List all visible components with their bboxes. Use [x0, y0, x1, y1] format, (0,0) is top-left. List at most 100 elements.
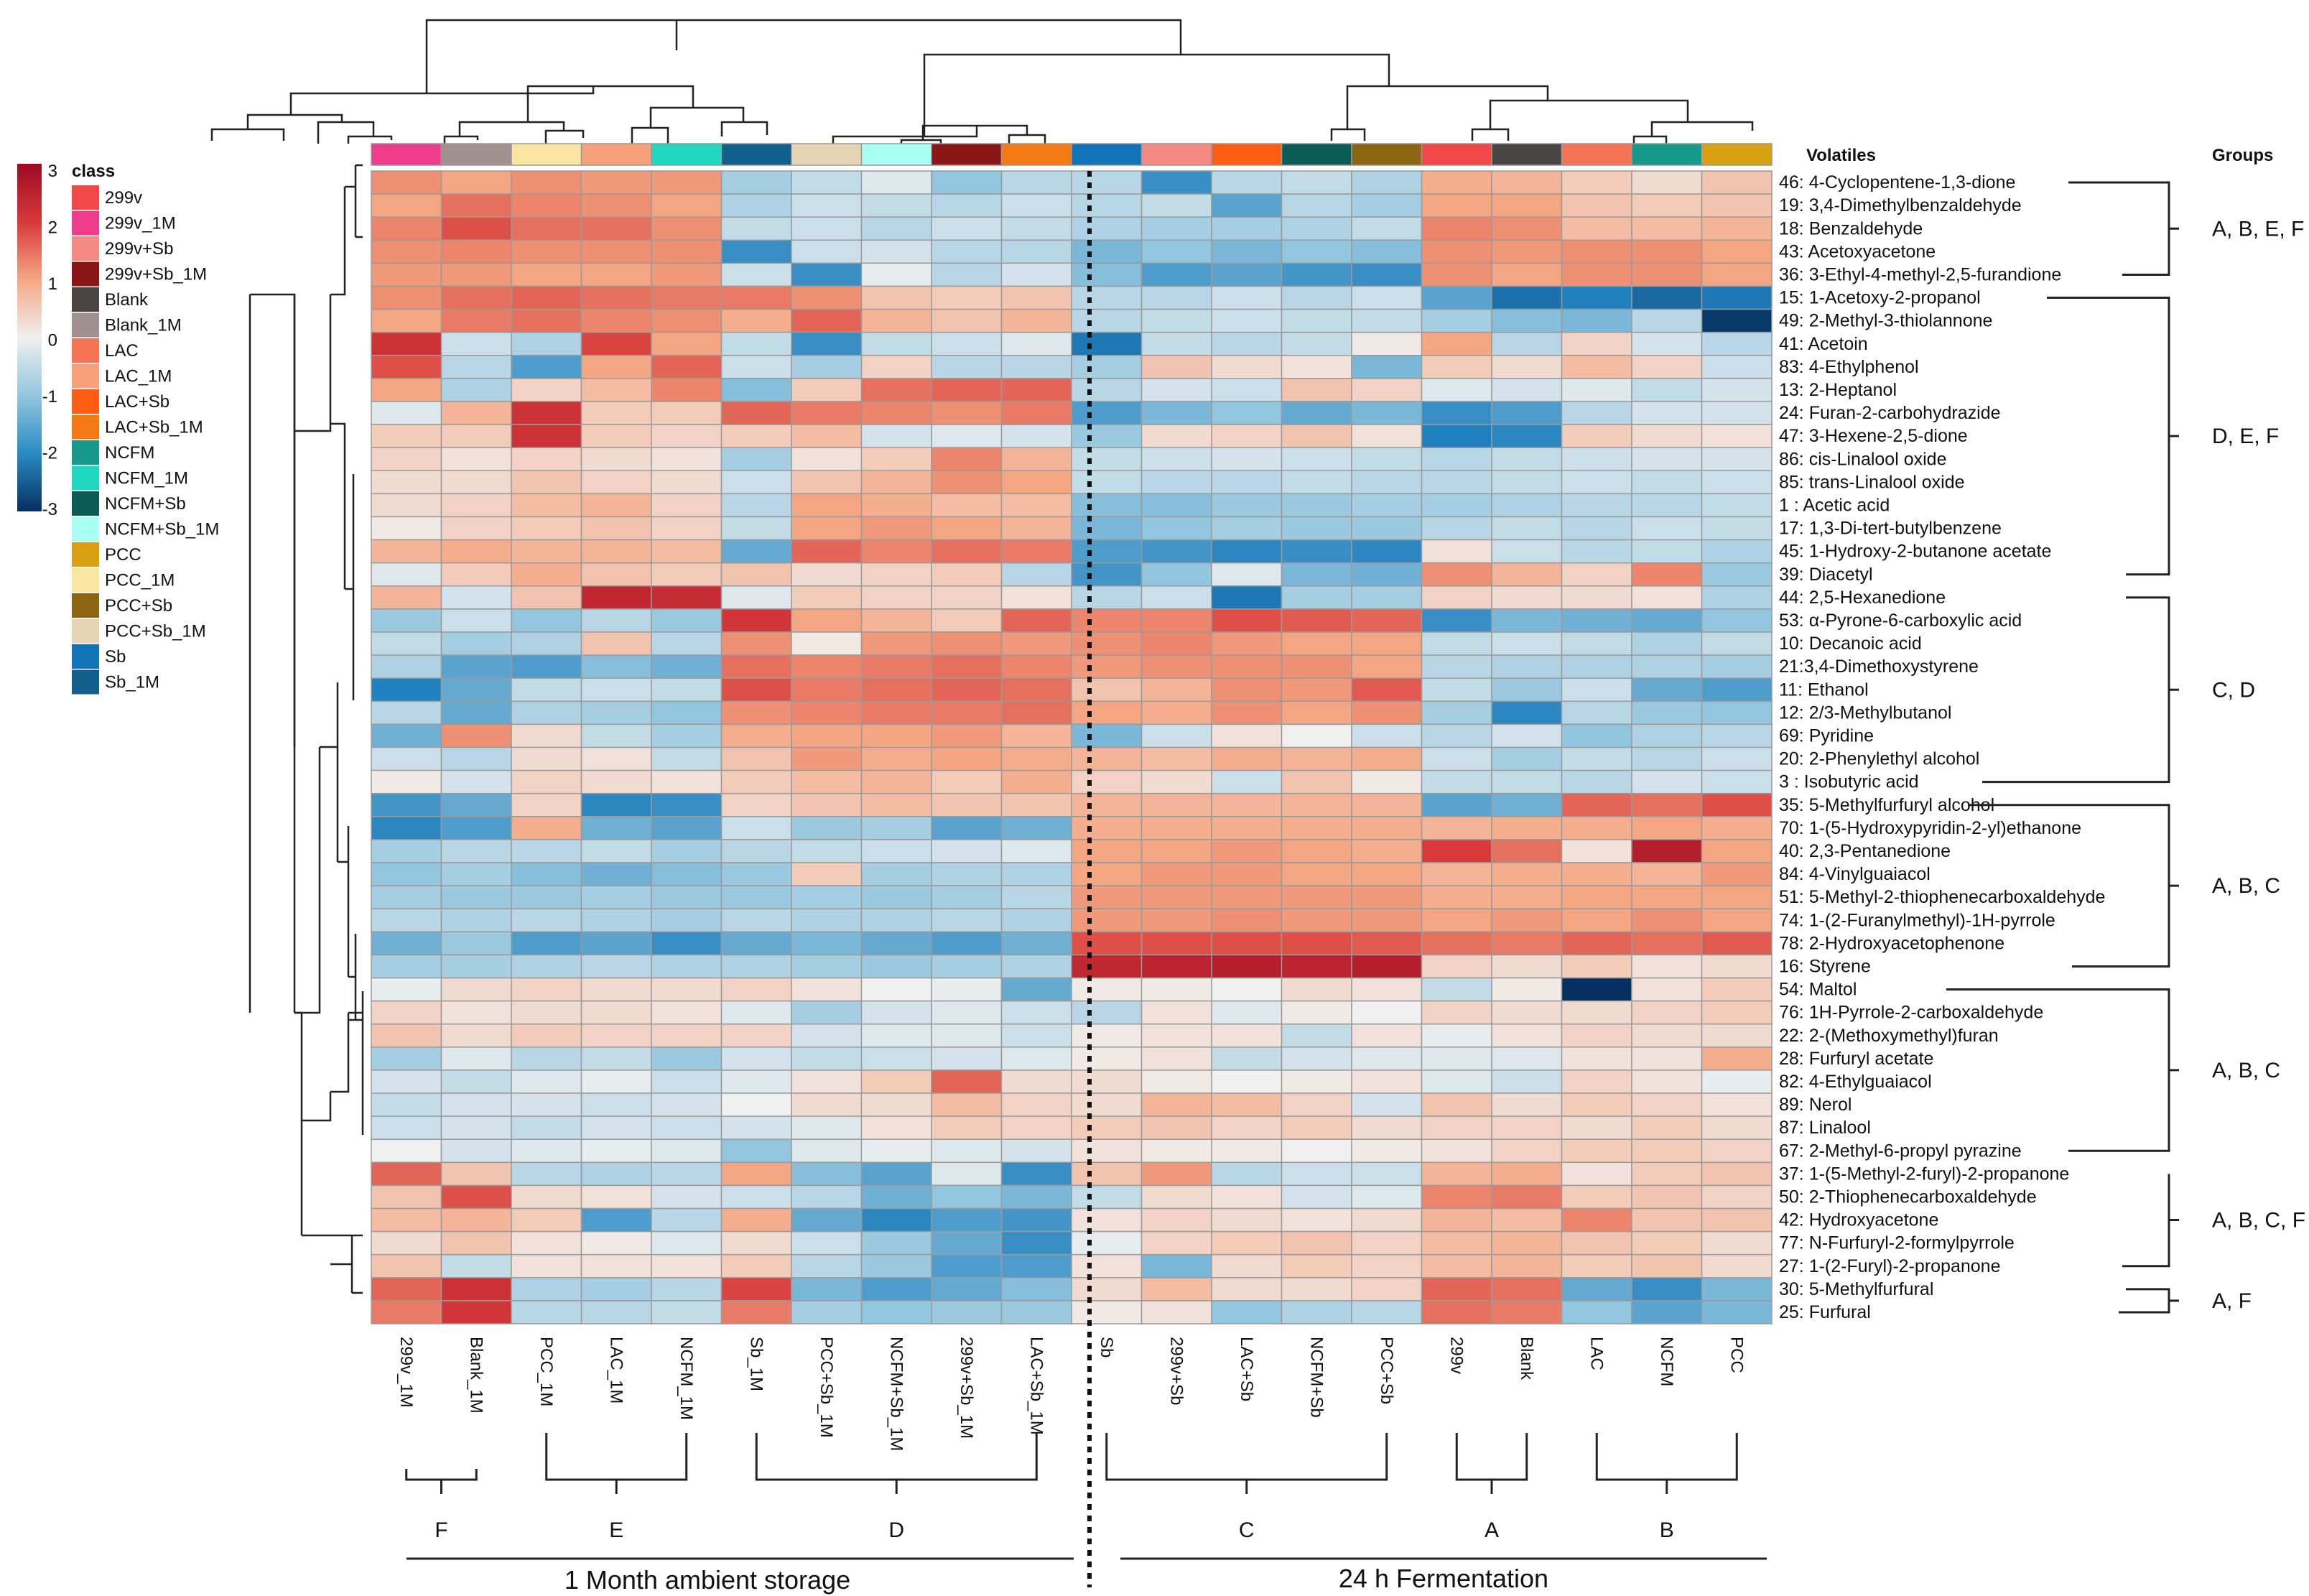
heatmap-cell: [580, 193, 652, 218]
heatmap-cell: [580, 308, 652, 333]
heatmap-cell: [651, 769, 723, 794]
heatmap-cell: [1561, 1300, 1632, 1324]
heatmap-cell: [791, 608, 863, 633]
row-label: 28: Furfuryl acetate: [1779, 1049, 1933, 1069]
heatmap-cell: [1140, 1023, 1212, 1048]
heatmap-cell: [1701, 654, 1773, 679]
heatmap-cell: [1421, 608, 1492, 633]
heatmap-cell: [511, 1138, 582, 1164]
heatmap-cell: [1491, 562, 1563, 587]
heatmap-cell: [1140, 792, 1212, 817]
heatmap-cell: [1421, 1253, 1492, 1279]
heatmap-cell: [931, 654, 1003, 679]
heatmap-cell: [860, 700, 932, 725]
heatmap-cell: [1421, 170, 1492, 195]
heatmap-cell: [860, 1300, 932, 1324]
column-group-bracket: [405, 1469, 478, 1494]
heatmap-cell: [1211, 1138, 1283, 1164]
heatmap-cell: [931, 723, 1003, 748]
row-label: 18: Benzaldehyde: [1779, 218, 1923, 238]
heatmap-cell: [1281, 239, 1352, 264]
heatmap-cell: [1281, 885, 1352, 909]
heatmap-cell: [440, 862, 512, 886]
heatmap-cell: [1351, 1207, 1423, 1233]
heatmap-cell: [1140, 539, 1212, 564]
heatmap-cell: [931, 1277, 1003, 1302]
heatmap-cell: [1351, 885, 1423, 909]
heatmap-cell: [1071, 977, 1143, 1002]
heatmap-cell: [720, 493, 792, 518]
scale-tick-label: -2: [42, 444, 57, 463]
heatmap-cell: [860, 1161, 932, 1187]
heatmap-cell: [1701, 239, 1773, 264]
heatmap-cell: [791, 746, 863, 771]
heatmap-cell: [1211, 1230, 1283, 1256]
heatmap-cell: [1281, 1115, 1352, 1140]
row-group-bracket: [1968, 804, 2179, 968]
heatmap-cell: [1421, 308, 1492, 333]
heatmap-cell: [651, 1138, 723, 1164]
heatmap-cell: [1071, 239, 1143, 264]
heatmap-cell: [1140, 977, 1212, 1002]
heatmap-cell: [931, 1023, 1003, 1048]
heatmap-cell: [580, 1000, 652, 1025]
heatmap-cell: [511, 977, 582, 1002]
heatmap-cell: [1351, 193, 1423, 218]
heatmap-cell: [720, 1047, 792, 1071]
heatmap-cell: [1421, 700, 1492, 725]
row-label: 35: 5-Methylfurfuryl alcohol: [1779, 795, 1994, 815]
heatmap-cell: [1000, 447, 1072, 472]
heatmap-cell: [1351, 839, 1423, 863]
heatmap-cell: [791, 816, 863, 840]
row-label: 42: Hydroxyacetone: [1779, 1210, 1938, 1230]
heatmap-cell: [860, 1000, 932, 1025]
heatmap-cell: [580, 908, 652, 933]
column-label: Sb: [1097, 1337, 1116, 1358]
heatmap-cell: [651, 470, 723, 495]
heatmap-cell: [1281, 1300, 1352, 1324]
heatmap-cell: [1000, 1253, 1072, 1279]
heatmap-cell: [1211, 239, 1283, 264]
heatmap-cell: [1701, 285, 1773, 310]
heatmap-cell: [1701, 378, 1773, 402]
heatmap-cell: [1491, 285, 1563, 310]
heatmap-cell: [1491, 355, 1563, 379]
heatmap-cell: [720, 769, 792, 794]
heatmap-cell: [931, 401, 1003, 425]
heatmap-cell: [440, 285, 512, 310]
heatmap-cell: [1421, 723, 1492, 748]
heatmap-cell: [1631, 170, 1703, 195]
heatmap-cell: [860, 839, 932, 863]
heatmap-cell: [511, 769, 582, 794]
heatmap-cell: [1071, 447, 1143, 472]
heatmap-cell: [791, 262, 863, 287]
heatmap-cell: [931, 677, 1003, 702]
heatmap-cell: [931, 193, 1003, 218]
heatmap-cell: [1140, 769, 1212, 794]
heatmap-cell: [651, 931, 723, 956]
heatmap-cell: [1631, 239, 1703, 264]
heatmap-cell: [440, 792, 512, 817]
heatmap-cell: [931, 1161, 1003, 1187]
legend-swatch: [72, 669, 99, 695]
heatmap-cell: [511, 608, 582, 633]
legend-class-label: LAC: [105, 341, 139, 361]
heatmap-cell: [1351, 585, 1423, 610]
heatmap-cell: [931, 977, 1003, 1002]
heatmap-cell: [1281, 608, 1352, 633]
row-label: 40: 2,3-Pentanedione: [1779, 841, 1951, 861]
heatmap-cell: [1631, 1092, 1703, 1117]
heatmap-cell: [1211, 885, 1283, 909]
heatmap-cell: [440, 1230, 512, 1256]
heatmap-cell: [1351, 631, 1423, 656]
heatmap-cell: [1211, 1047, 1283, 1071]
heatmap-cell: [931, 746, 1003, 771]
legend-swatch: [72, 644, 99, 669]
heatmap-cell: [1281, 931, 1352, 956]
heatmap-cell: [511, 1047, 582, 1071]
heatmap-cell: [1561, 562, 1632, 587]
heatmap-cell: [720, 1092, 792, 1117]
column-class-swatch: [1421, 143, 1492, 166]
heatmap-cell: [1491, 608, 1563, 633]
heatmap-cell: [931, 1115, 1003, 1140]
